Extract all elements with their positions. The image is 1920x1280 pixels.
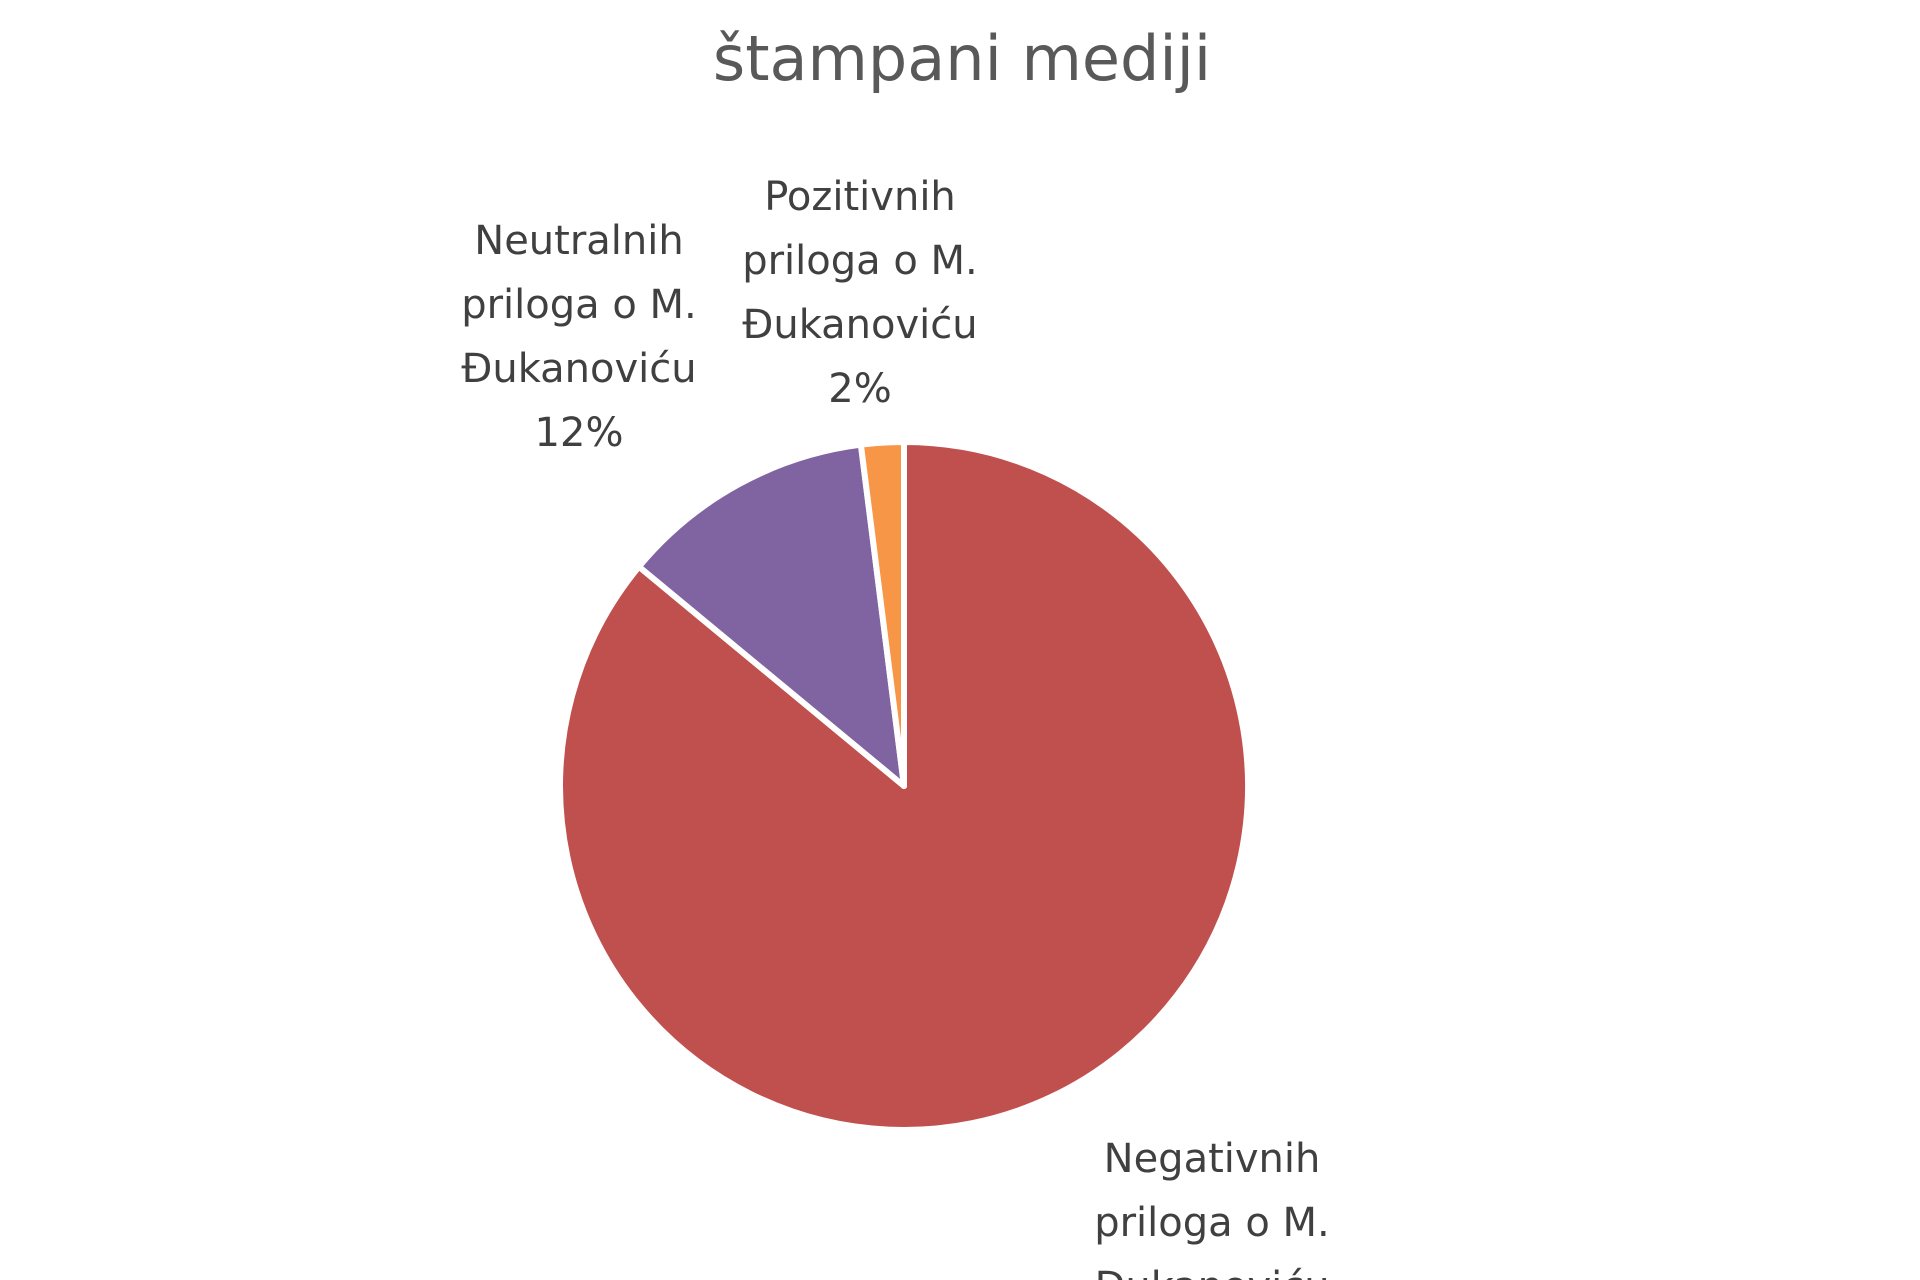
pie-slice-label-line: 12%: [535, 410, 624, 456]
pie-slice-label-line: Neutralnih: [474, 218, 683, 264]
pie-slice-label-line: Đukanoviću: [742, 302, 977, 348]
pie-slice-label-line: priloga o M.: [742, 238, 978, 284]
pie-slice-label-line: priloga o M.: [461, 282, 697, 328]
pie-slice-label-0: Negativnih priloga o M. Đukanoviću: [1094, 1136, 1330, 1280]
pie-slice-label-2: Pozitivnih priloga o M. Đukanoviću 2%: [742, 174, 978, 412]
pie-slice-label-line: 2%: [828, 366, 891, 412]
pie-slice-label-line: priloga o M.: [1094, 1200, 1330, 1246]
pie-slice-label-line: Đukanoviću: [461, 346, 696, 392]
pie-slice-2: [857, 439, 907, 789]
pie-slice-1: [635, 441, 907, 789]
pie-slice-label-1: Neutralnih priloga o M. Đukanoviću 12%: [461, 218, 697, 456]
pie-slice-label-line: Pozitivnih: [764, 174, 956, 220]
pie-slice-label-line: Negativnih: [1104, 1136, 1321, 1182]
pie-slices: [557, 439, 1251, 1133]
pie-slice-label-line: Đukanoviću: [1094, 1264, 1329, 1280]
chart-title: štampani mediji: [713, 22, 1211, 95]
